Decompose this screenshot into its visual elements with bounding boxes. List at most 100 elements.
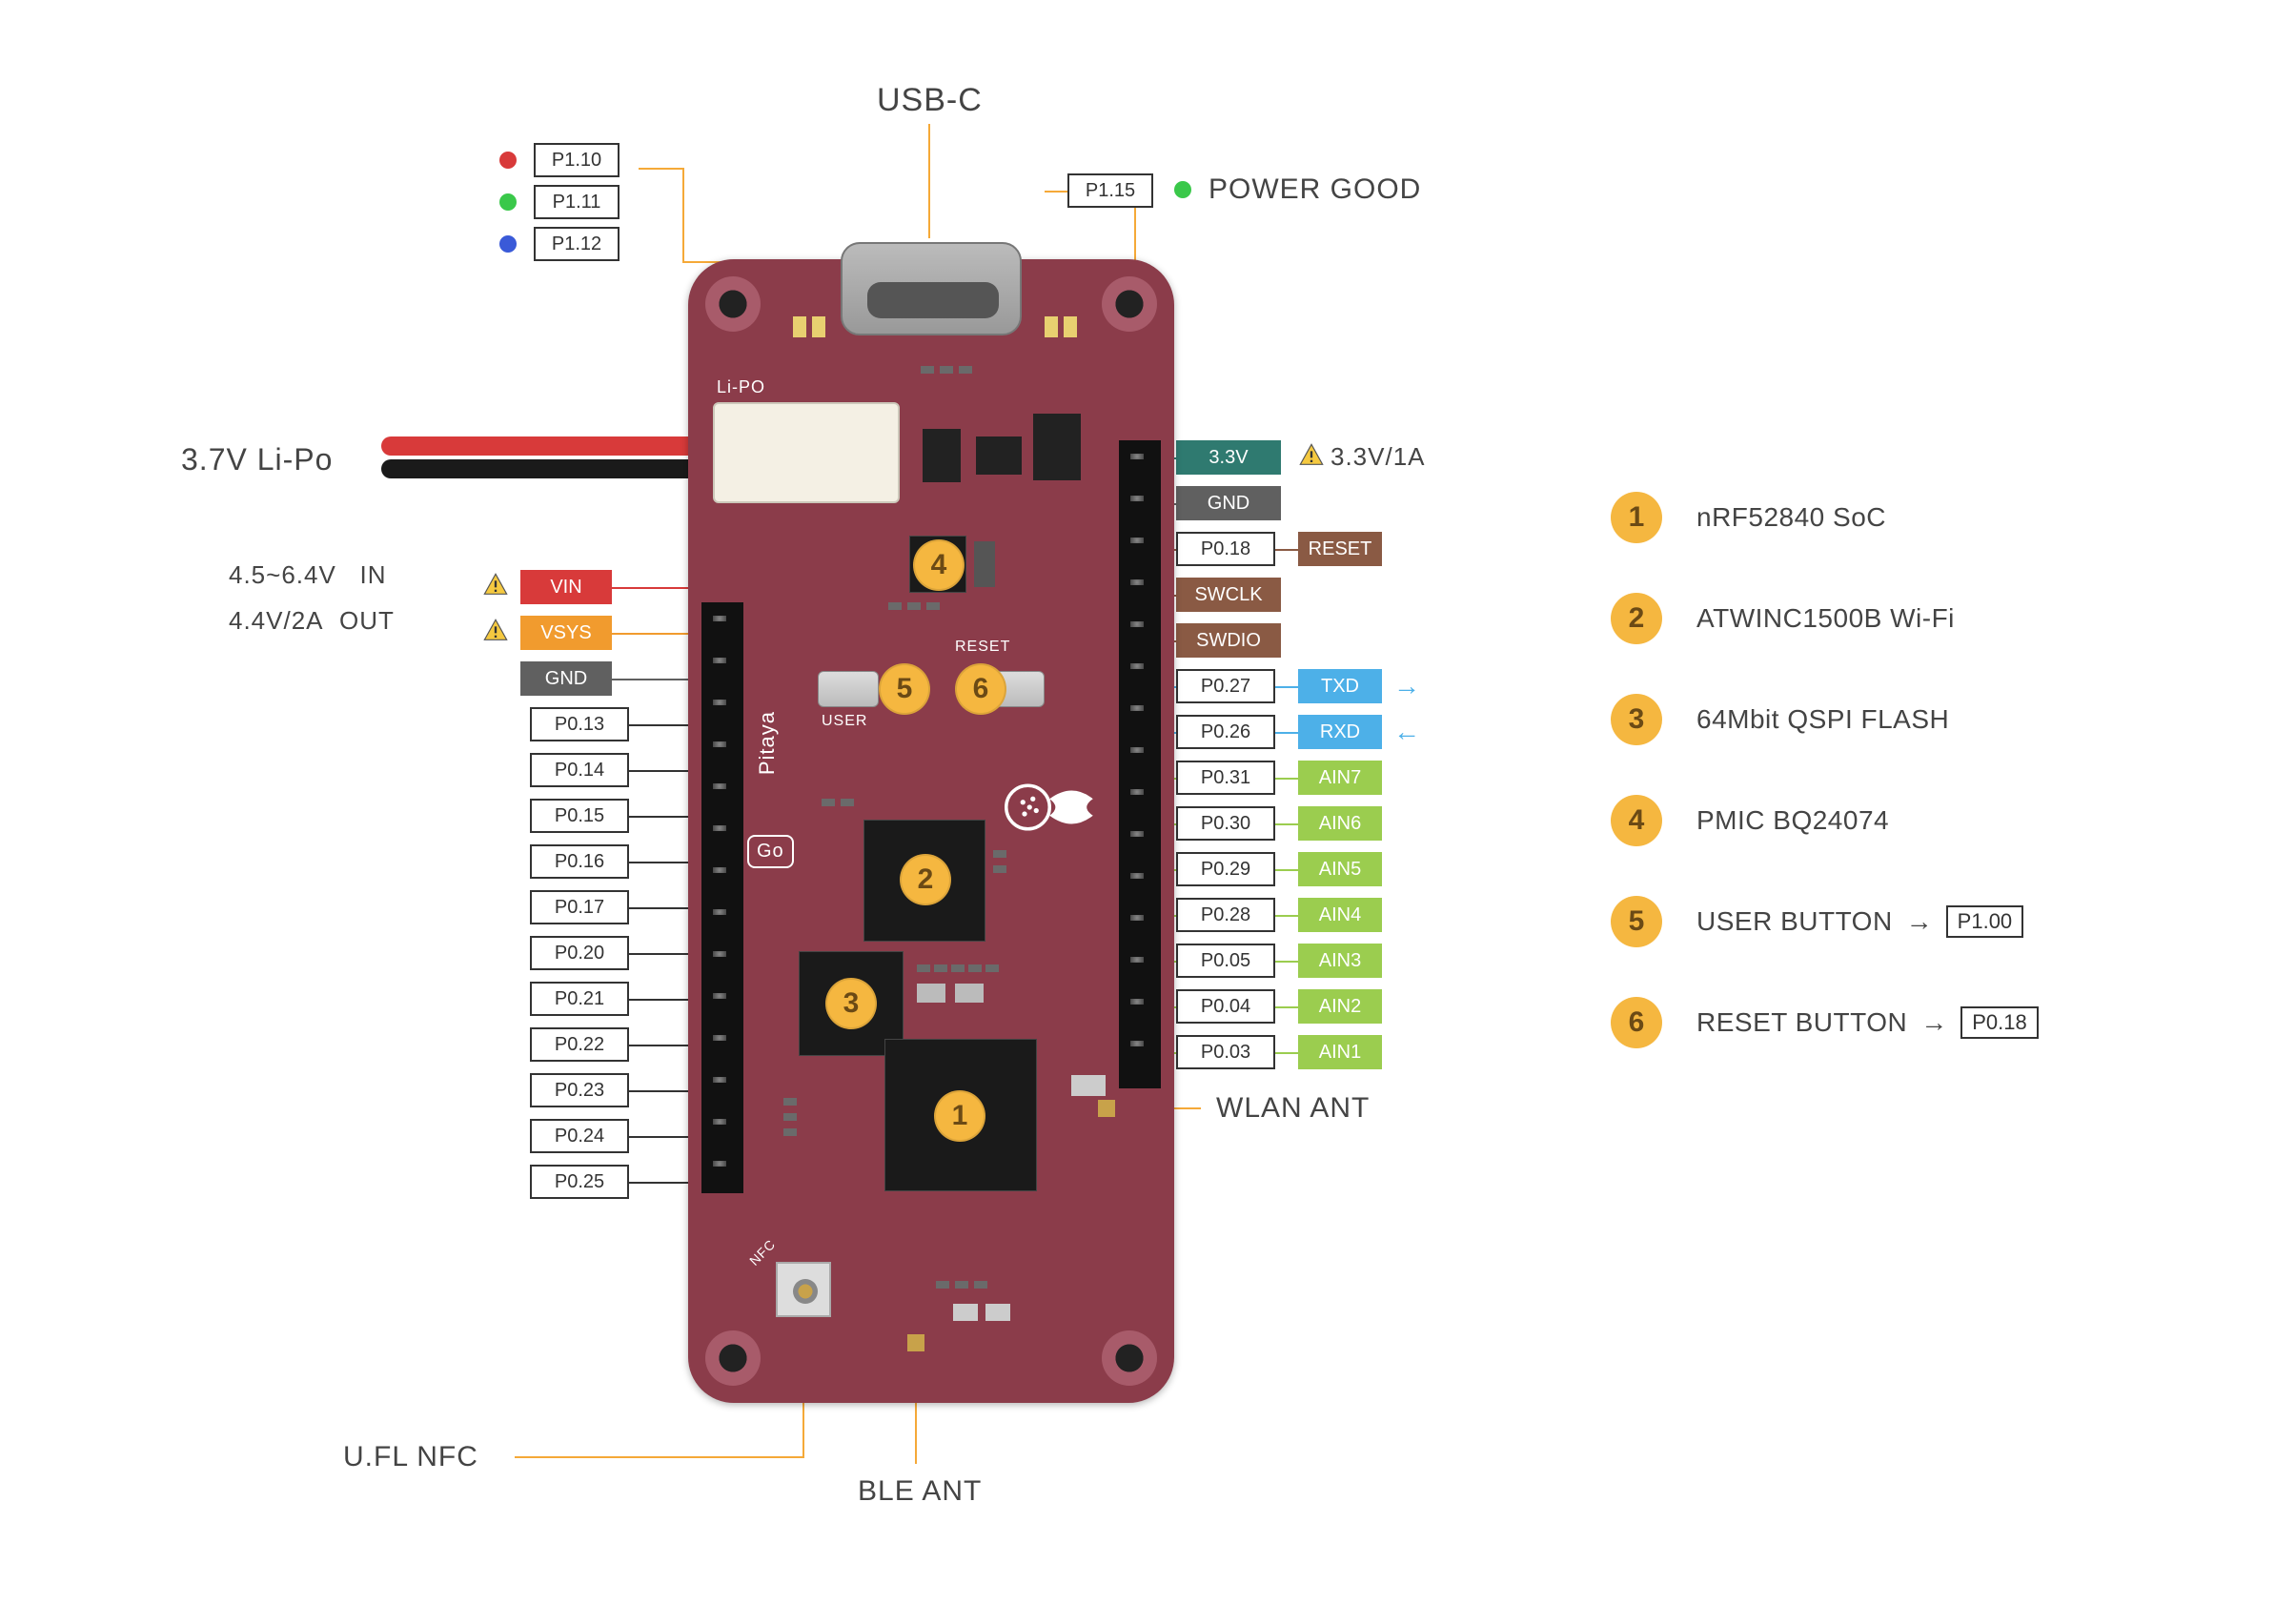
smd [923, 429, 961, 482]
gpio-pin-box: P0.17 [530, 890, 629, 924]
gpio-pin-box: P0.05 [1176, 944, 1275, 978]
lipo-label: 3.7V Li-Po [181, 442, 333, 477]
pin-hole [713, 993, 726, 999]
gpio-pin-box: P0.15 [530, 799, 629, 833]
mounting-hole [705, 276, 761, 332]
pin-hole [713, 825, 726, 831]
legend-badge: 1 [1611, 492, 1662, 543]
pin-hole [1130, 705, 1144, 711]
gpio-pin-box: P0.26 [1176, 715, 1275, 749]
pin-leader [1275, 778, 1298, 780]
smd [841, 799, 854, 806]
smd [822, 799, 835, 806]
smd [955, 1281, 968, 1289]
pin-leader [1275, 686, 1298, 688]
smd [974, 1281, 987, 1289]
gpio-pin-box: P0.16 [530, 844, 629, 879]
led-pin-box: P1.11 [534, 185, 620, 219]
pin-hole [1130, 915, 1144, 921]
led-pin-box: P1.10 [534, 143, 620, 177]
pin-leader [1275, 823, 1298, 825]
pin-hole [713, 951, 726, 957]
legend-badge: 6 [1611, 997, 1662, 1048]
led-leader-v [682, 168, 684, 261]
usbc-label: USB-C [877, 82, 983, 119]
component-number-badge: 6 [955, 663, 1006, 715]
wlan-ant-pad [1098, 1100, 1115, 1117]
signal-pin-box: AIN3 [1298, 944, 1382, 978]
pin-header-right [1119, 440, 1161, 1088]
smd [888, 602, 902, 610]
smd [917, 984, 945, 1003]
user-silk: USER [822, 713, 867, 730]
gpio-pin-box: P0.18 [1176, 532, 1275, 566]
gpio-pin-box: P0.29 [1176, 852, 1275, 886]
pin-hole [713, 616, 726, 621]
smd [921, 366, 934, 374]
ufl-connector [776, 1262, 831, 1317]
vin-volt: 4.5~6.4V [229, 560, 336, 589]
pcb-board: Li-PO RESET USER Pitaya Go [688, 259, 1174, 1403]
pitaya-logo-icon [999, 774, 1104, 841]
gpio-pin-box: P0.30 [1176, 806, 1275, 841]
pitaya-silk: Pitaya [755, 711, 780, 775]
pin-hole [1130, 831, 1144, 837]
smd [926, 602, 940, 610]
legend-text: nRF52840 SoC [1696, 502, 1886, 533]
smd [783, 1128, 797, 1136]
legend-row: 5USER BUTTON→P1.00 [1611, 896, 2039, 947]
gpio-pin-box: P0.13 [530, 707, 629, 741]
jst-connector [713, 402, 900, 503]
vsys-volt: 4.4V/2A [229, 606, 324, 635]
smd [934, 964, 947, 972]
mounting-hole [1102, 276, 1157, 332]
lipo-wire-red [381, 436, 705, 456]
pin-hole [713, 1161, 726, 1167]
signal-pin-box: AIN2 [1298, 989, 1382, 1024]
smd [985, 1304, 1010, 1321]
smd [985, 964, 999, 972]
board-led [1045, 316, 1058, 337]
smd [917, 964, 930, 972]
smd [974, 541, 995, 587]
mounting-hole [705, 1330, 761, 1386]
legend-badge: 4 [1611, 795, 1662, 846]
board-led [1064, 316, 1077, 337]
legend-text: 64Mbit QSPI FLASH [1696, 704, 1949, 735]
pin-leader [1275, 915, 1298, 917]
signal-pin-box: RESET [1298, 532, 1382, 566]
signal-pin-box: RXD [1298, 715, 1382, 749]
arrow-icon: → [1906, 906, 1933, 937]
vsys-note: 4.4V/2A OUT [229, 606, 395, 636]
legend-text: ATWINC1500B Wi-Fi [1696, 603, 1955, 634]
ble-ant-label: BLE ANT [858, 1475, 982, 1508]
legend-text: RESET BUTTON [1696, 1007, 1907, 1038]
pin-hole [713, 1119, 726, 1125]
pin-note: 3.3V/1A [1330, 442, 1426, 472]
gpio-pin-box: P0.21 [530, 982, 629, 1016]
smd [1071, 1075, 1106, 1096]
gpio-pin-box: P0.14 [530, 753, 629, 787]
lipo-silk: Li-PO [717, 377, 765, 397]
power-good-led [1174, 181, 1191, 198]
gpio-pin-box: P0.03 [1176, 1035, 1275, 1069]
signal-pin-box: AIN7 [1298, 761, 1382, 795]
signal-pin-box: TXD [1298, 669, 1382, 703]
component-number-badge: 3 [825, 978, 877, 1029]
signal-pin-box: AIN1 [1298, 1035, 1382, 1069]
user-button[interactable] [818, 671, 879, 707]
signal-pin-box: SWCLK [1176, 578, 1281, 612]
smd [968, 964, 982, 972]
power-good-label: POWER GOOD [1209, 173, 1421, 206]
legend-row: 6RESET BUTTON→P0.18 [1611, 997, 2039, 1048]
component-legend: 1nRF52840 SoC2ATWINC1500B Wi-Fi364Mbit Q… [1611, 492, 2039, 1098]
smd [783, 1113, 797, 1121]
pin-leader [1275, 1052, 1298, 1054]
vsys-dir: OUT [339, 606, 395, 635]
pin-leader [1275, 961, 1298, 963]
gpio-pin-box: P0.22 [530, 1027, 629, 1062]
legend-badge: 2 [1611, 593, 1662, 644]
usbc-connector [841, 242, 1022, 335]
pin-hole [1130, 663, 1144, 669]
uart-arrow-icon: ← [1393, 717, 1420, 747]
